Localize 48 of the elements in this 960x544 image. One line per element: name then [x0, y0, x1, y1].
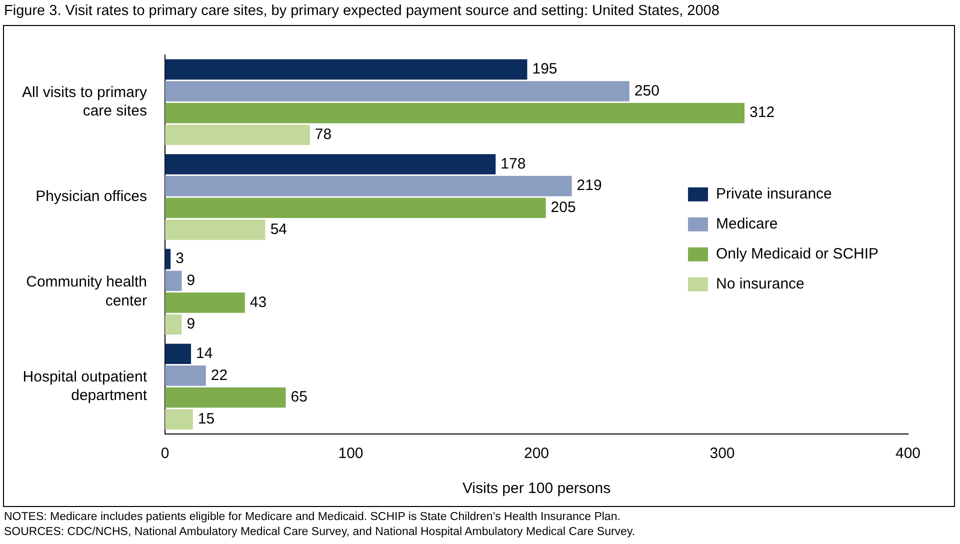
data-label: 250	[634, 82, 660, 100]
bar	[165, 154, 496, 174]
x-axis-title: Visits per 100 persons	[462, 480, 611, 498]
bar	[165, 292, 245, 313]
data-label: 54	[270, 220, 288, 238]
bar	[165, 81, 630, 102]
data-label: 219	[576, 177, 602, 194]
data-label: 312	[750, 104, 775, 122]
data-label: 205	[550, 199, 576, 216]
bar	[165, 176, 572, 196]
data-label: 43	[250, 294, 267, 311]
bar	[165, 270, 182, 292]
bar	[165, 409, 193, 430]
data-label: 9	[186, 316, 196, 333]
text: NOTES: Medicare includes patients eligible for Medicare and Medicaid. SCHIP is State Children’s Health Insurance Plan.	[4, 510, 622, 525]
chart-title: Figure 3. Visit rates to primary care sites, by primary expected payment source and setting: United States, 2008	[4, 3, 720, 19]
bar	[165, 366, 206, 386]
data-label: 178	[500, 155, 526, 172]
legend-label: Only Medicaid or SCHIP	[716, 246, 879, 263]
bar	[165, 387, 286, 408]
legend-label: Private insurance	[716, 186, 832, 203]
data-label: 22	[210, 366, 228, 384]
source-note: SOURCES: CDC/NCHS, National Ambulatory Medical Care Survey, and National Hospital Ambulatory Medical Care Survey.	[4, 525, 636, 540]
bar	[165, 198, 546, 218]
x-tick-label: 0	[160, 445, 170, 462]
y-tick-label: Physician offices	[36, 188, 148, 206]
bar	[165, 314, 182, 335]
y-tick-label: Community health center	[26, 274, 148, 310]
y-tick-label: All visits to primary care sites	[22, 84, 148, 120]
data-label: 78	[314, 126, 332, 144]
data-label: 14	[196, 345, 213, 362]
x-tick-label: 200	[524, 445, 550, 462]
bar	[165, 220, 266, 240]
x-tick-label: 300	[710, 445, 735, 462]
legend-label: No insurance	[716, 276, 804, 293]
x-tick-label: 100	[338, 445, 364, 462]
data-label: 3	[176, 250, 184, 268]
data-label: 15	[198, 410, 215, 428]
data-label: 9	[186, 272, 196, 290]
x-tick-label: 400	[895, 445, 921, 462]
bar	[165, 344, 192, 364]
data-label: 195	[532, 60, 558, 78]
bar	[165, 124, 310, 146]
legend-label: Medicare	[716, 216, 778, 233]
bar	[165, 59, 528, 80]
bar	[165, 102, 745, 124]
y-tick-label: Hospital outpatient department	[22, 368, 148, 404]
data-label: 65	[290, 388, 308, 406]
